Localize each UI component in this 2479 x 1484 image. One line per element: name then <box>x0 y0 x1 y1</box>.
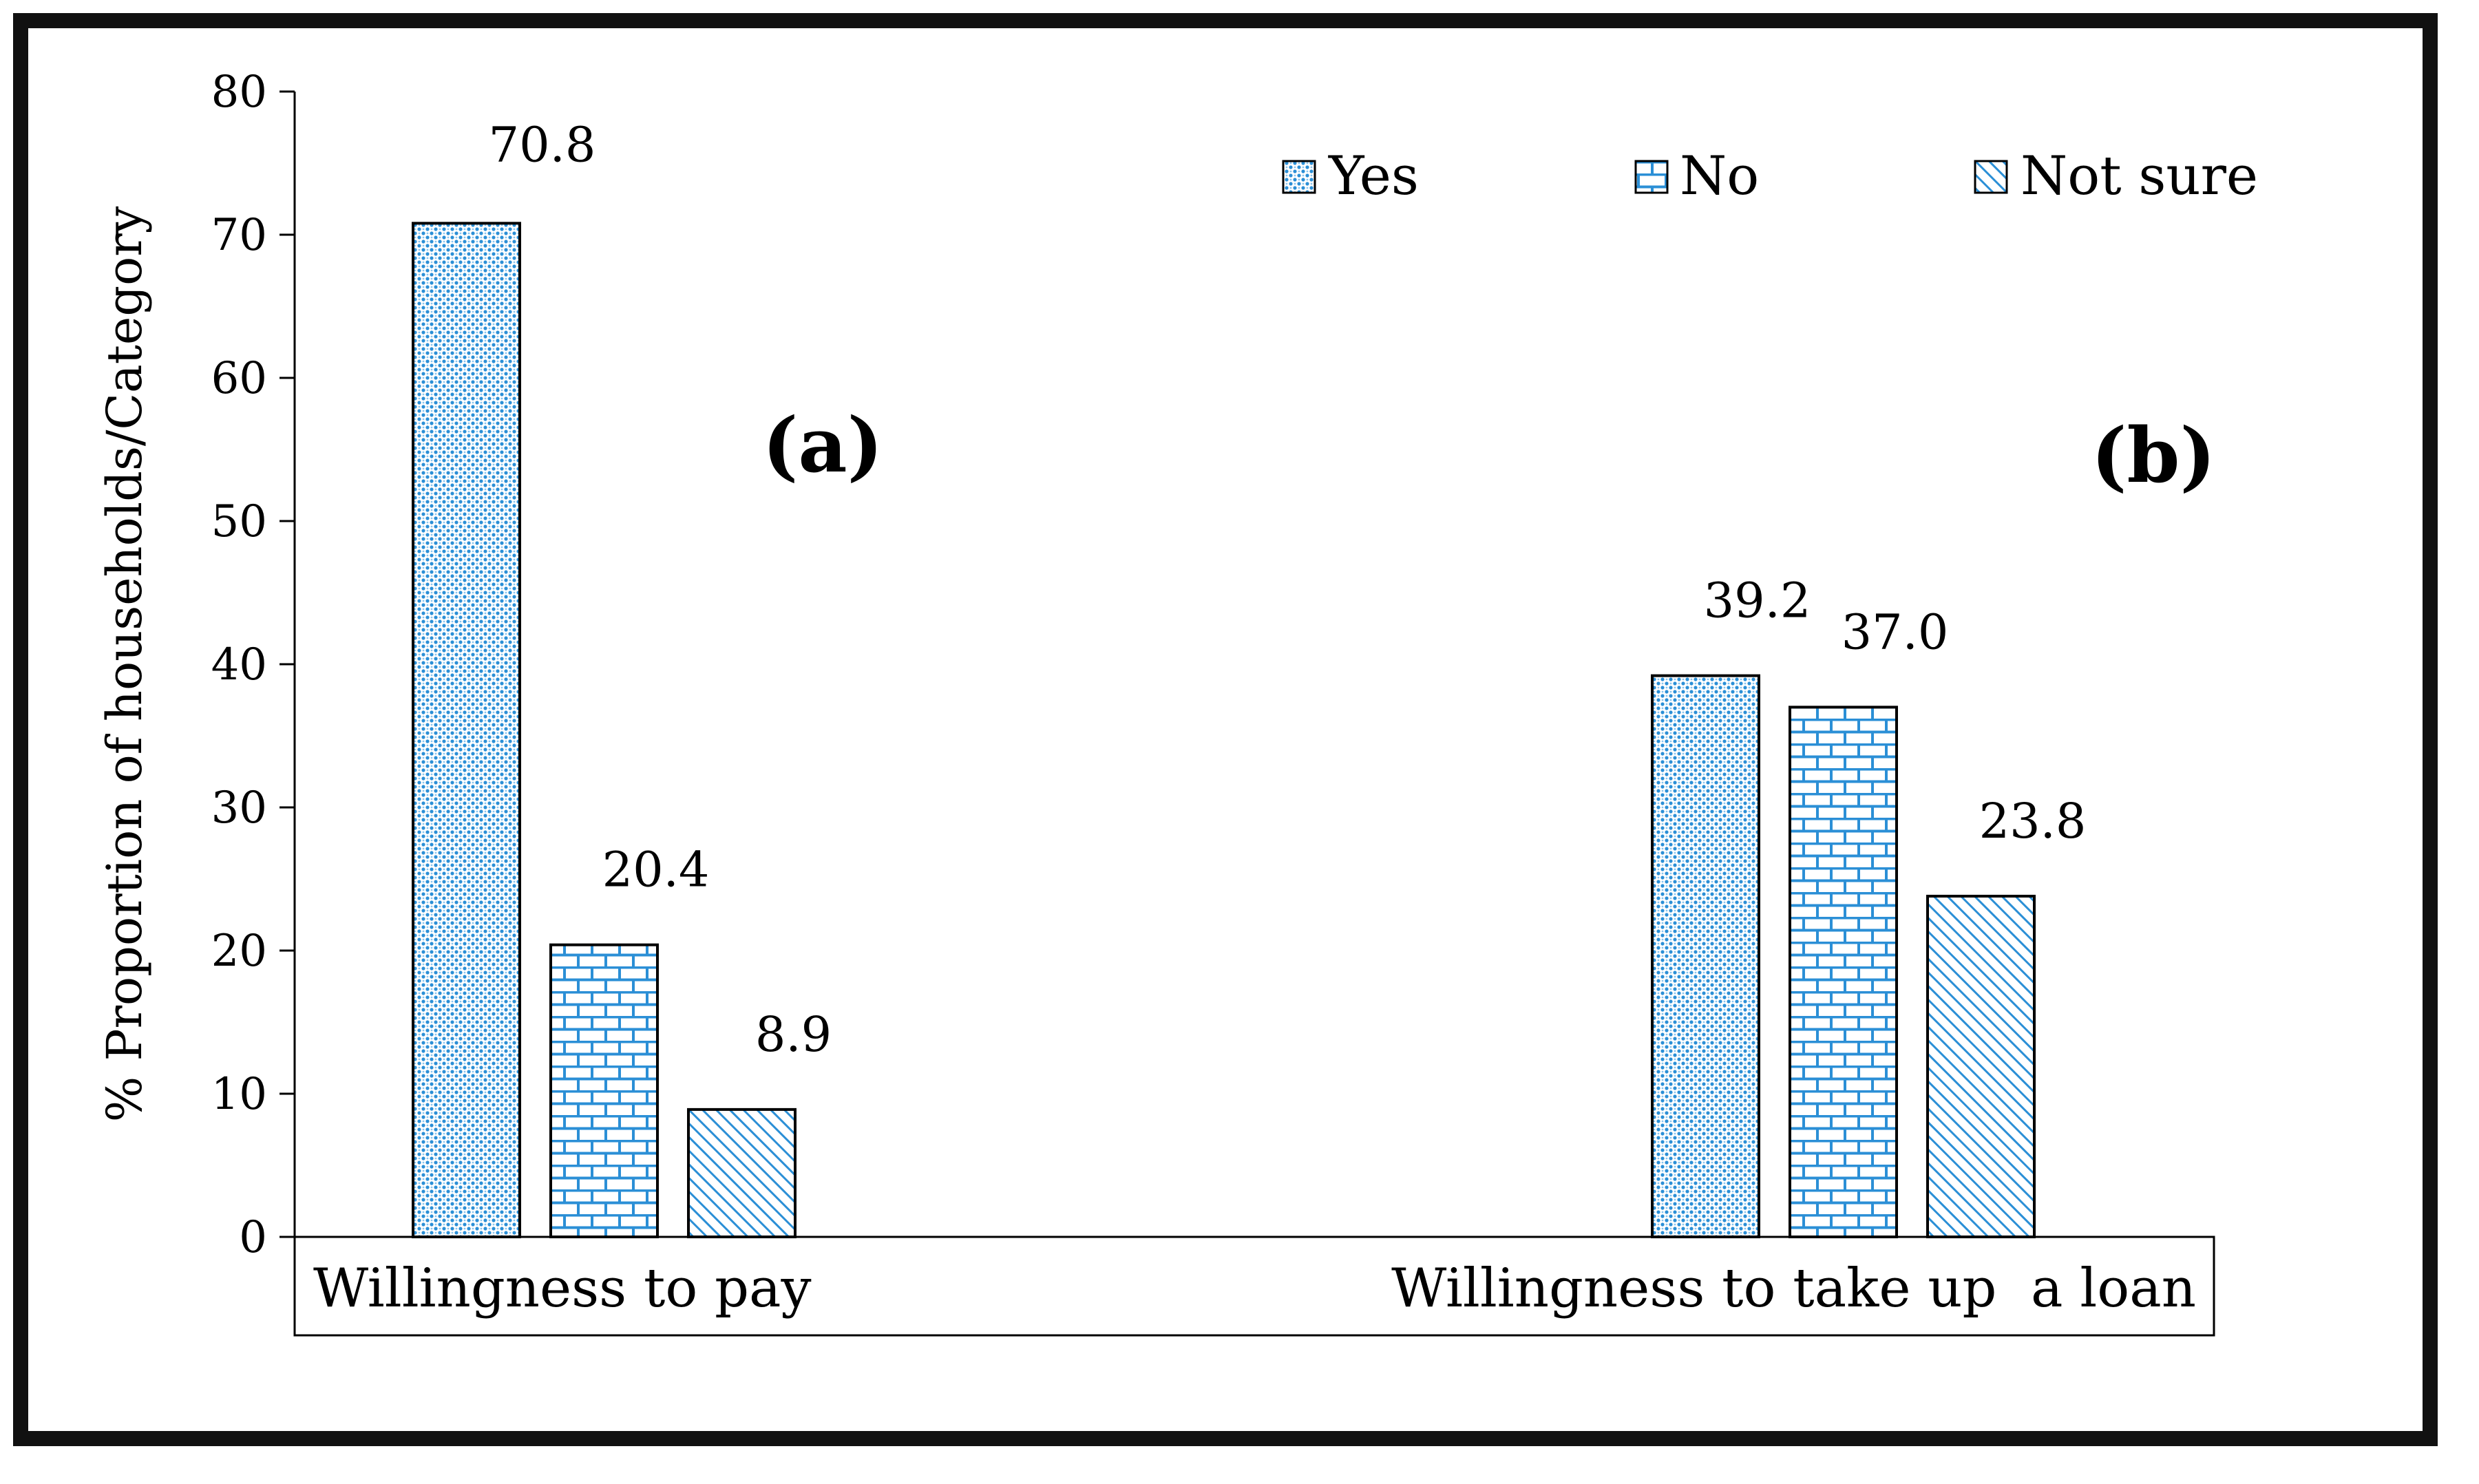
y-tick-label: 40 <box>211 639 267 690</box>
y-tick-label: 50 <box>211 496 267 547</box>
panel-label-b: (b) <box>2091 411 2215 500</box>
data-label-not-sure-pay: 8.9 <box>755 1006 832 1063</box>
legend-swatch-no <box>1634 160 1669 194</box>
legend: Yes No Not sure <box>1282 145 2258 207</box>
data-label-no-loan: 37.0 <box>1842 604 1949 660</box>
bar-no-loan <box>1789 706 1898 1238</box>
legend-label-yes: Yes <box>1328 145 1419 207</box>
category-label-willingness-to-take-up-loan: Willingness to take up a loan <box>1391 1258 2196 1319</box>
bar-yes-pay <box>412 222 521 1238</box>
y-tick-label: 10 <box>211 1069 267 1120</box>
x-axis-category-box <box>293 1236 2215 1337</box>
y-tick-label: 70 <box>211 210 267 261</box>
legend-swatch-not-sure <box>1974 160 2008 194</box>
figure-border <box>13 13 2438 1446</box>
legend-swatch-yes <box>1282 160 1316 194</box>
data-label-yes-pay: 70.8 <box>489 116 596 173</box>
bar-not-sure-pay <box>687 1107 797 1238</box>
bar-no-pay <box>549 943 659 1239</box>
panel-label-a: (a) <box>762 401 883 489</box>
y-tick-label: 80 <box>211 67 267 118</box>
bar-yes-loan <box>1651 674 1760 1238</box>
y-tick-label: 30 <box>211 783 267 834</box>
data-labels-group: 70.8 20.4 8.9 39.2 37.0 23.8 <box>489 116 2087 1063</box>
category-label-willingness-to-pay: Willingness to pay <box>313 1258 812 1319</box>
legend-label-not-sure: Not sure <box>2021 145 2258 207</box>
y-axis-title: % Proportion of households/Category <box>96 206 153 1122</box>
data-label-yes-loan: 39.2 <box>1704 573 1811 629</box>
legend-label-no: No <box>1680 145 1759 207</box>
bars-group <box>412 222 2036 1239</box>
y-tick-label: 0 <box>239 1212 267 1263</box>
data-label-no-pay: 20.4 <box>602 842 710 898</box>
y-axis-ticks: 0 10 20 30 40 50 60 70 80 <box>211 67 295 1263</box>
data-label-not-sure-loan: 23.8 <box>1979 793 2087 849</box>
y-tick-label: 60 <box>211 353 267 404</box>
y-tick-label: 20 <box>211 926 267 977</box>
bar-not-sure-loan <box>1926 894 2036 1238</box>
